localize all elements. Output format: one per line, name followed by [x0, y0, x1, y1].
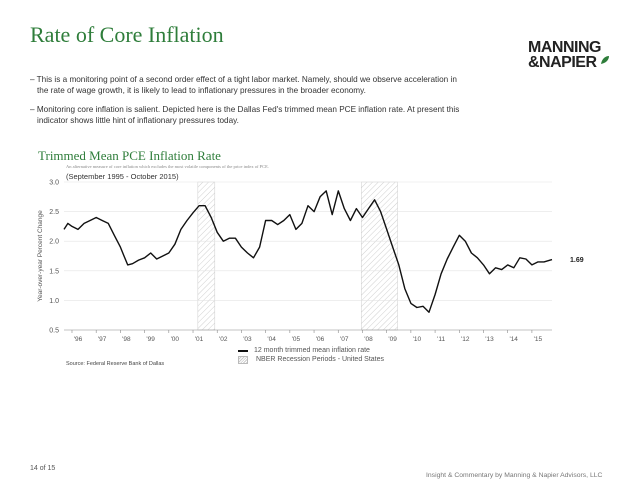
- x-tick-label: '08: [364, 336, 373, 343]
- footer-text: Insight & Commentary by Manning & Napier…: [426, 472, 603, 479]
- logo-leaf-icon: [600, 53, 610, 68]
- last-value-label: 1.69: [570, 257, 584, 264]
- x-tick-label: '14: [509, 336, 518, 343]
- chart-title: Trimmed Mean PCE Inflation Rate: [38, 148, 221, 163]
- y-axis-label: Year-over-year Percent Change: [37, 210, 44, 302]
- x-tick-label: '07: [340, 336, 349, 343]
- legend-line-swatch: [238, 349, 248, 352]
- x-tick-label: '99: [146, 336, 155, 343]
- x-tick-label: '03: [243, 336, 252, 343]
- x-tick-label: '06: [316, 336, 325, 343]
- legend-label: 12 month trimmed mean inflation rate: [254, 347, 370, 354]
- x-tick-label: '12: [461, 336, 470, 343]
- x-tick-label: '09: [388, 336, 397, 343]
- x-tick-label: '13: [485, 336, 494, 343]
- series-line: [63, 190, 553, 313]
- chart-legend: 12 month trimmed mean inflation rate NBE…: [238, 346, 384, 364]
- x-tick-label: '10: [413, 336, 422, 343]
- commentary-bullets: – This is a monitoring point of a second…: [30, 74, 470, 134]
- y-tick-label: 1.5: [49, 268, 59, 275]
- legend-recession-swatch: [238, 355, 248, 364]
- bullet-text: – This is a monitoring point of a second…: [30, 75, 457, 95]
- y-tick-label: 2.0: [49, 239, 59, 246]
- x-tick-label: '04: [267, 336, 276, 343]
- bullet-text: – Monitoring core inflation is salient. …: [30, 105, 460, 125]
- source-note: Source: Federal Reserve Bank of Dallas: [66, 361, 165, 367]
- page-number: 14 of 15: [30, 465, 56, 472]
- x-tick-label: '05: [292, 336, 301, 343]
- company-logo: MANNING &NAPIER: [528, 40, 610, 71]
- x-tick-label: '15: [534, 336, 543, 343]
- y-tick-label: 3.0: [49, 180, 59, 187]
- legend-item: 12 month trimmed mean inflation rate: [238, 346, 384, 355]
- x-tick-label: '11: [437, 336, 445, 343]
- x-tick-label: '98: [122, 336, 131, 343]
- x-tick-label: '02: [219, 336, 228, 343]
- y-tick-label: 0.5: [49, 328, 59, 335]
- chart-period-label: (September 1995 - October 2015): [66, 172, 179, 181]
- page-title: Rate of Core Inflation: [30, 22, 224, 47]
- legend-item: NBER Recession Periods - United States: [238, 355, 384, 364]
- legend-label: NBER Recession Periods - United States: [256, 356, 384, 363]
- x-tick-label: '97: [98, 336, 107, 343]
- x-tick-label: '96: [74, 336, 83, 343]
- x-tick-label: '01: [195, 336, 204, 343]
- x-tick-label: '00: [171, 336, 180, 343]
- y-tick-label: 2.5: [49, 209, 59, 216]
- recession-band: [197, 181, 216, 331]
- y-tick-label: 1.0: [49, 298, 59, 305]
- chart-subtitle: An alternative measure of core inflation…: [66, 164, 269, 169]
- recession-band: [361, 181, 398, 331]
